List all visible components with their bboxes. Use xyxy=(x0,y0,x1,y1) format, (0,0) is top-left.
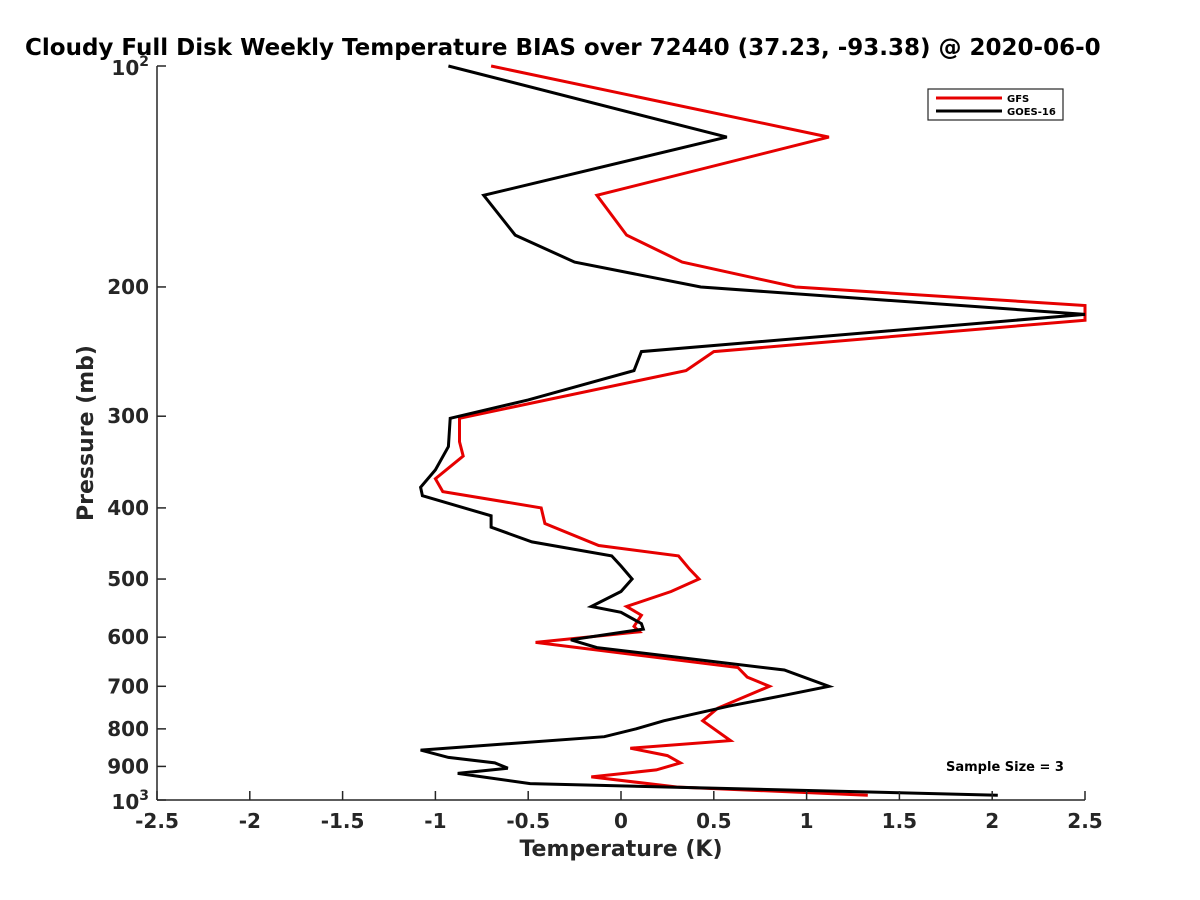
x-tick-label: 0.5 xyxy=(696,809,731,833)
y-tick-label: 400 xyxy=(107,496,149,520)
legend-box xyxy=(927,88,1064,121)
x-tick-label: 1.5 xyxy=(882,809,917,833)
x-tick-label: 1 xyxy=(800,809,814,833)
y-tick-label: 200 xyxy=(107,275,149,299)
y-tick-label: 600 xyxy=(107,625,149,649)
y-tick-label: 700 xyxy=(107,674,149,698)
x-tick-label: -1.5 xyxy=(321,809,365,833)
legend: GFS GOES-16 xyxy=(927,88,1064,121)
ticks-layer: -2.5 -2 -1.5 -1 -0.5 0 0.5 1 1.5 2 2.5 102 200 300 400… xyxy=(107,54,1102,833)
y-tick-label: 800 xyxy=(107,717,149,741)
x-tick-label: -0.5 xyxy=(506,809,550,833)
y-tick-label: 900 xyxy=(107,754,149,778)
series-line-goes-16 xyxy=(418,64,1086,797)
y-axis-label: Pressure (mb) xyxy=(74,345,99,521)
y-tick-label: 500 xyxy=(107,567,149,591)
x-tick-label: 2 xyxy=(985,809,999,833)
x-axis-label: Temperature (K) xyxy=(519,837,722,862)
y-tick-label: 103 xyxy=(111,788,149,814)
series-layer xyxy=(418,64,1087,797)
series-line-gfs xyxy=(433,64,1087,797)
legend-label: GFS xyxy=(1007,94,1029,105)
x-tick-label: 2.5 xyxy=(1067,809,1102,833)
x-tick-label: -2 xyxy=(239,809,261,833)
x-tick-label: 0 xyxy=(614,809,628,833)
y-tick-label: 300 xyxy=(107,404,149,428)
y-tick-label: 102 xyxy=(111,54,149,80)
axes-layer xyxy=(156,66,1085,801)
x-tick-label: -1 xyxy=(424,809,446,833)
x-tick-label: -2.5 xyxy=(135,809,179,833)
chart-title: Cloudy Full Disk Weekly Temperature BIAS… xyxy=(25,35,1101,61)
legend-label: GOES-16 xyxy=(1007,107,1056,118)
sample-size-annotation: Sample Size = 3 xyxy=(946,760,1064,775)
